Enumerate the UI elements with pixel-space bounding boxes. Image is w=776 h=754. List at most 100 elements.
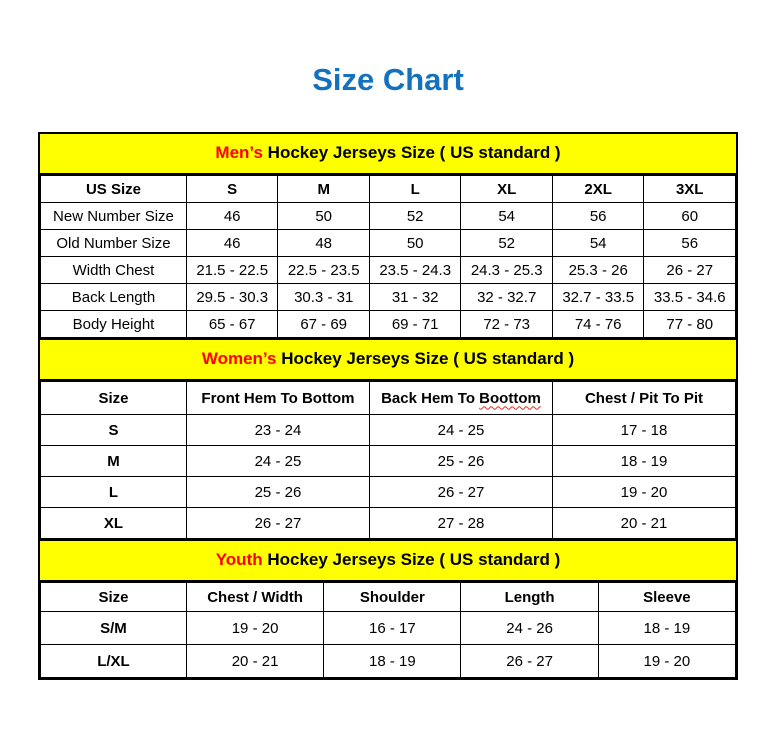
size-value-cell: 18 - 19 [551,445,737,477]
table-header-row: Size Front Hem To Bottom Back Hem To Boo… [40,381,737,415]
column-header: Sleeve [597,582,737,612]
row-label: S/M [40,611,187,645]
size-value-cell: 19 - 20 [185,611,325,645]
page-title: Size Chart [312,62,464,97]
column-header: Size [40,381,187,415]
table-row: M 24 - 25 25 - 26 18 - 19 [40,445,737,477]
column-header: US Size [40,175,187,203]
row-label: S [40,414,187,446]
row-label: XL [40,507,187,539]
size-value-cell: 26 - 27 [185,507,370,539]
size-value-cell: 52 [368,202,462,230]
table-row: L 25 - 26 26 - 27 19 - 20 [40,476,737,508]
column-header: Chest / Width [185,582,325,612]
size-value-cell: 26 - 27 [368,476,553,508]
size-value-cell: 27 - 28 [368,507,553,539]
size-value-cell: 33.5 - 34.6 [643,283,736,311]
size-value-cell: 46 [185,202,279,230]
size-value-cell: 32.7 - 33.5 [551,283,645,311]
size-value-cell: 22.5 - 23.5 [277,256,370,284]
table-row: Width Chest 21.5 - 22.5 22.5 - 23.5 23.5… [40,256,736,284]
size-value-cell: 20 - 21 [185,644,325,678]
size-value-cell: 54 [460,202,553,230]
size-value-cell: 18 - 19 [323,644,462,678]
size-value-cell: 56 [551,202,645,230]
row-label: Old Number Size [40,229,187,257]
size-value-cell: 25 - 26 [368,445,553,477]
size-value-cell: 65 - 67 [185,310,279,338]
size-value-cell: 46 [185,229,279,257]
size-value-cell: 60 [643,202,736,230]
size-value-cell: 48 [277,229,370,257]
size-value-cell: 16 - 17 [323,611,462,645]
row-label: New Number Size [40,202,187,230]
size-value-cell: 20 - 21 [551,507,737,539]
size-value-cell: 23.5 - 24.3 [368,256,462,284]
size-value-cell: 52 [460,229,553,257]
column-header: Front Hem To Bottom [185,381,370,415]
row-label: Body Height [40,310,187,338]
table-row: New Number Size 46 50 52 54 56 60 [40,202,736,230]
column-header: XL [460,175,553,203]
column-header: 3XL [643,175,736,203]
size-value-cell: 18 - 19 [597,611,737,645]
size-value-cell: 50 [277,202,370,230]
youth-size-table: Size Chest / Width Shoulder Length Sleev… [40,582,737,678]
mens-section-banner: Men’s Hockey Jerseys Size ( US standard … [40,134,736,175]
column-header: L [368,175,462,203]
table-row: XL 26 - 27 27 - 28 20 - 21 [40,507,737,539]
row-label: M [40,445,187,477]
size-value-cell: 29.5 - 30.3 [185,283,279,311]
table-row: S/M 19 - 20 16 - 17 24 - 26 18 - 19 [40,611,737,645]
size-value-cell: 67 - 69 [277,310,370,338]
size-value-cell: 50 [368,229,462,257]
column-header: 2XL [551,175,645,203]
womens-section-banner: Women’s Hockey Jerseys Size ( US standar… [40,338,736,381]
size-value-cell: 69 - 71 [368,310,462,338]
table-row: Back Length 29.5 - 30.3 30.3 - 31 31 - 3… [40,283,736,311]
size-value-cell: 26 - 27 [643,256,736,284]
table-row: Body Height 65 - 67 67 - 69 69 - 71 72 -… [40,310,736,338]
size-value-cell: 24 - 25 [368,414,553,446]
size-value-cell: 25 - 26 [185,476,370,508]
size-value-cell: 19 - 20 [551,476,737,508]
column-header: Length [460,582,599,612]
size-chart: Men’s Hockey Jerseys Size ( US standard … [38,132,738,680]
womens-banner-highlight: Women’s [201,349,277,368]
column-header: S [185,175,279,203]
youth-section-banner: Youth Hockey Jerseys Size ( US standard … [40,539,736,582]
size-value-cell: 21.5 - 22.5 [185,256,279,284]
size-value-cell: 30.3 - 31 [277,283,370,311]
mens-banner-text: Hockey Jerseys Size ( US standard ) [262,143,561,162]
size-value-cell: 24 - 25 [185,445,370,477]
row-label: Back Length [40,283,187,311]
size-value-cell: 24 - 26 [460,611,599,645]
size-value-cell: 17 - 18 [551,414,737,446]
youth-banner-highlight: Youth [215,550,263,569]
womens-size-table: Size Front Hem To Bottom Back Hem To Boo… [40,381,737,539]
size-value-cell: 54 [551,229,645,257]
table-row: S 23 - 24 24 - 25 17 - 18 [40,414,737,446]
table-header-row: Size Chest / Width Shoulder Length Sleev… [40,582,737,612]
womens-banner-text: Hockey Jerseys Size ( US standard ) [276,349,575,368]
youth-banner-text: Hockey Jerseys Size ( US standard ) [262,550,561,569]
mens-size-table: US Size S M L XL 2XL 3XL New Number Size… [40,175,736,338]
size-value-cell: 32 - 32.7 [460,283,553,311]
table-header-row: US Size S M L XL 2XL 3XL [40,175,736,203]
size-value-cell: 31 - 32 [368,283,462,311]
column-header: Size [40,582,187,612]
row-label: L/XL [40,644,187,678]
table-row: Old Number Size 46 48 50 52 54 56 [40,229,736,257]
mens-banner-highlight: Men’s [215,143,263,162]
size-value-cell: 72 - 73 [460,310,553,338]
size-value-cell: 77 - 80 [643,310,736,338]
misspelled-word: Boottom [479,389,541,407]
column-header: Chest / Pit To Pit [551,381,737,415]
size-value-cell: 25.3 - 26 [551,256,645,284]
size-value-cell: 74 - 76 [551,310,645,338]
column-header: Shoulder [323,582,462,612]
size-value-cell: 26 - 27 [460,644,599,678]
column-header: M [277,175,370,203]
row-label: L [40,476,187,508]
size-value-cell: 23 - 24 [185,414,370,446]
